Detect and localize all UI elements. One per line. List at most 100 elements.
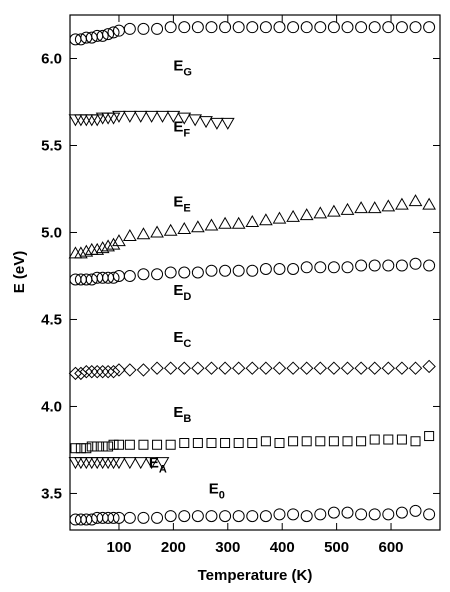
data-point: [177, 112, 192, 125]
series-label-main: E: [173, 404, 183, 421]
data-point: [395, 197, 409, 210]
data-point: [108, 439, 119, 450]
data-point: [205, 21, 218, 34]
data-point: [152, 439, 163, 450]
data-point: [288, 436, 299, 447]
data-point: [123, 511, 136, 524]
data-point: [272, 361, 287, 375]
series-label: EG: [173, 58, 192, 79]
data-point: [354, 361, 368, 375]
data-point: [313, 361, 328, 375]
data-point: [355, 508, 368, 521]
data-point: [273, 263, 286, 276]
data-point: [382, 259, 395, 272]
data-point: [220, 117, 235, 130]
data-point: [210, 117, 224, 130]
data-point: [423, 508, 436, 521]
data-point: [286, 361, 300, 375]
x-tick-label: 200: [161, 539, 186, 556]
data-point: [232, 21, 245, 34]
data-point: [355, 259, 368, 272]
data-point: [164, 510, 177, 523]
data-point: [219, 510, 232, 523]
data-point: [151, 511, 164, 524]
x-axis-label: Temperature (K): [198, 567, 313, 584]
data-point: [340, 361, 355, 375]
data-point: [287, 508, 300, 521]
data-point: [151, 22, 164, 35]
data-point: [96, 29, 109, 42]
data-point: [133, 457, 148, 470]
data-point: [95, 241, 110, 254]
data-point: [92, 441, 103, 452]
data-point: [367, 201, 382, 214]
data-point: [188, 114, 203, 127]
data-point: [381, 199, 396, 212]
data-point: [219, 21, 232, 34]
data-point: [368, 21, 381, 34]
data-point: [205, 264, 218, 277]
series-label-sub: C: [183, 338, 191, 350]
series-label-main: E: [173, 119, 183, 136]
series-label: EC: [173, 329, 191, 350]
data-point: [300, 510, 313, 523]
data-point: [138, 439, 149, 450]
data-point: [314, 508, 327, 521]
data-point: [382, 21, 395, 34]
data-point: [395, 506, 408, 519]
data-point: [247, 438, 258, 449]
data-point: [191, 361, 205, 375]
series-label: EF: [173, 119, 190, 140]
series-label-sub: E: [183, 202, 190, 214]
data-point: [177, 361, 191, 375]
data-point: [300, 261, 313, 274]
data-point: [106, 237, 121, 250]
data-point: [369, 434, 380, 445]
data-point: [287, 263, 300, 276]
data-point: [179, 438, 190, 449]
data-point: [259, 21, 272, 34]
y-tick-label: 4.0: [41, 398, 62, 415]
data-point: [356, 436, 367, 447]
data-point: [423, 259, 436, 272]
x-tick-label: 100: [106, 539, 131, 556]
data-point: [327, 261, 340, 274]
data-point: [259, 510, 272, 523]
data-point: [273, 21, 286, 34]
data-point: [341, 261, 354, 274]
data-point: [85, 364, 99, 379]
data-point: [220, 438, 231, 449]
series-label: EA: [149, 454, 167, 475]
data-point: [163, 361, 178, 375]
data-point: [368, 259, 381, 272]
data-point: [424, 431, 435, 442]
data-point: [81, 443, 92, 454]
data-point: [355, 21, 368, 34]
data-point: [422, 359, 436, 374]
data-point: [191, 510, 204, 523]
data-point: [101, 364, 115, 379]
data-point: [150, 361, 164, 375]
data-point: [112, 363, 126, 377]
series-label-sub: B: [183, 413, 191, 425]
series-label-main: E: [173, 58, 183, 75]
data-point: [101, 239, 115, 252]
data-point: [314, 21, 327, 34]
data-point: [272, 211, 287, 224]
series-label-main: E: [173, 282, 183, 299]
data-point: [354, 201, 368, 214]
data-point: [191, 21, 204, 34]
data-point: [164, 21, 177, 34]
data-point: [124, 439, 135, 450]
series-label-main: E: [149, 454, 159, 471]
data-point: [327, 506, 340, 519]
data-point: [112, 234, 126, 247]
data-point: [70, 443, 81, 454]
data-point: [155, 110, 170, 123]
data-point: [103, 441, 114, 452]
data-point: [192, 438, 203, 449]
data-point: [199, 116, 213, 129]
data-point: [300, 21, 313, 34]
data-point: [206, 438, 217, 449]
